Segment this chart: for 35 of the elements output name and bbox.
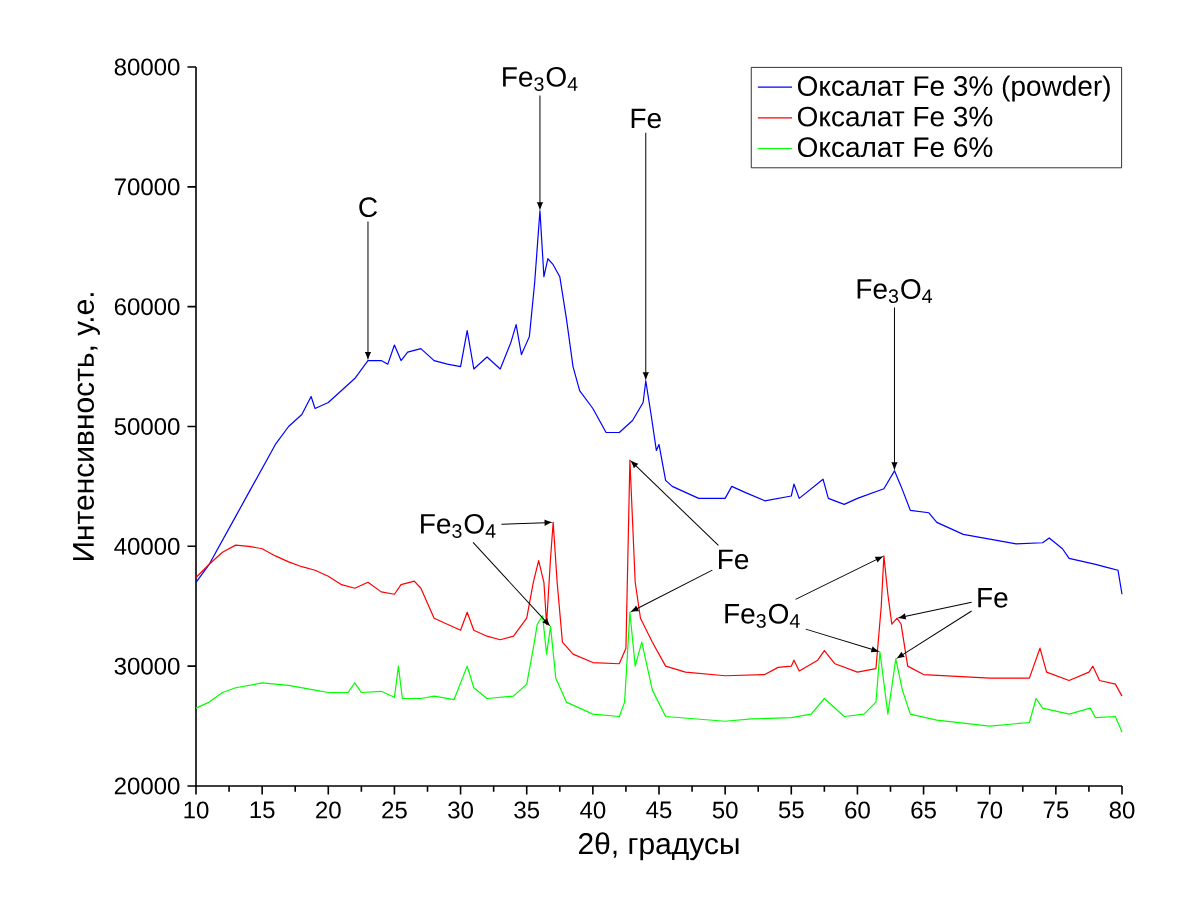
- x-tick-label: 25: [382, 801, 407, 819]
- x-tick-label: 50: [712, 801, 738, 819]
- annotation: Fe$_{3}$O$_{4}$: [725, 603, 800, 628]
- x-tick-label: 15: [250, 801, 275, 819]
- y-tick-label: 70000: [114, 178, 180, 196]
- legend-label: Оксалат Fe 3% (powder): [797, 75, 1110, 102]
- x-tick-label: 60: [845, 801, 870, 819]
- y-tick-label: 30000: [114, 657, 180, 675]
- y-tick-label: 50000: [114, 418, 180, 435]
- x-tick-label: 55: [778, 801, 804, 819]
- x-tick-label: 70: [977, 801, 1003, 819]
- x-tick-label: 45: [646, 801, 672, 819]
- legend-label: Оксалат Fe 3%: [797, 106, 993, 127]
- y-tick-label: 60000: [114, 298, 180, 316]
- x-tick-label: 20: [316, 801, 341, 819]
- y-axis-title: Интенсивность, у.е.: [73, 293, 100, 561]
- x-tick-label: 35: [514, 801, 540, 819]
- x-tick-label: 10: [184, 801, 209, 819]
- y-tick-label: 40000: [114, 537, 180, 555]
- x-axis-title: 2θ, градусы: [578, 832, 739, 861]
- annotation: Fe$_{3}$O$_{4}$: [421, 513, 496, 538]
- annotation: Fe: [719, 549, 749, 570]
- y-tick-label: 80000: [114, 58, 180, 76]
- x-tick-label: 65: [911, 801, 936, 819]
- annotation: C: [359, 197, 378, 218]
- annotation: Fe$_{3}$O$_{4}$: [503, 66, 578, 92]
- x-tick-label: 80: [1109, 801, 1135, 819]
- annotation: Fe: [978, 588, 1008, 608]
- x-tick-label: 75: [1043, 801, 1069, 819]
- annotation: Fe$_{3}$O$_{4}$: [857, 279, 933, 304]
- annotation: Fe: [631, 108, 661, 129]
- x-tick-label: 40: [580, 801, 606, 819]
- legend-label: Оксалат Fe 6%: [797, 137, 993, 158]
- y-tick-label: 20000: [114, 777, 180, 795]
- x-tick-label: 30: [448, 801, 473, 819]
